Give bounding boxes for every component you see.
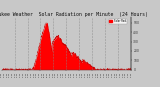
Text: 04:00: 04:00 — [23, 72, 24, 77]
Text: 13:00: 13:00 — [71, 72, 72, 77]
Text: 02:00: 02:00 — [12, 72, 13, 77]
Text: 10:30: 10:30 — [58, 72, 59, 77]
Text: 17:30: 17:30 — [96, 72, 97, 77]
Text: 14:30: 14:30 — [79, 72, 80, 77]
Text: 08:00: 08:00 — [44, 72, 45, 77]
Text: 00:30: 00:30 — [4, 72, 5, 77]
Text: 16:30: 16:30 — [90, 72, 91, 77]
Text: 15:00: 15:00 — [82, 72, 83, 77]
Text: 22:30: 22:30 — [123, 72, 124, 77]
Text: 12:30: 12:30 — [69, 72, 70, 77]
Text: 19:00: 19:00 — [104, 72, 105, 77]
Text: 06:00: 06:00 — [33, 72, 35, 77]
Text: 20:30: 20:30 — [112, 72, 113, 77]
Text: 12:00: 12:00 — [66, 72, 67, 77]
Text: 11:30: 11:30 — [63, 72, 64, 77]
Text: 10:00: 10:00 — [55, 72, 56, 77]
Text: 07:30: 07:30 — [42, 72, 43, 77]
Text: 20:00: 20:00 — [109, 72, 110, 77]
Title: Milwaukee Weather  Solar Radiation per Minute  (24 Hours): Milwaukee Weather Solar Radiation per Mi… — [0, 12, 148, 17]
Text: 18:30: 18:30 — [101, 72, 102, 77]
Text: 17:00: 17:00 — [93, 72, 94, 77]
Text: 05:30: 05:30 — [31, 72, 32, 77]
Text: 09:00: 09:00 — [50, 72, 51, 77]
Text: 01:30: 01:30 — [9, 72, 10, 77]
Text: 02:30: 02:30 — [15, 72, 16, 77]
Text: 06:30: 06:30 — [36, 72, 37, 77]
Text: 18:00: 18:00 — [98, 72, 99, 77]
Legend: Solar Rad.: Solar Rad. — [109, 19, 127, 24]
Text: 19:30: 19:30 — [106, 72, 107, 77]
Text: 15:30: 15:30 — [85, 72, 86, 77]
Text: 09:30: 09:30 — [52, 72, 53, 77]
Text: 00:00: 00:00 — [1, 72, 2, 77]
Text: 05:00: 05:00 — [28, 72, 29, 77]
Text: 23:00: 23:00 — [125, 72, 126, 77]
Text: 24:00: 24:00 — [131, 72, 132, 77]
Text: 03:00: 03:00 — [17, 72, 18, 77]
Text: 23:30: 23:30 — [128, 72, 129, 77]
Text: 07:00: 07:00 — [39, 72, 40, 77]
Text: 13:30: 13:30 — [74, 72, 75, 77]
Text: 04:30: 04:30 — [25, 72, 26, 77]
Text: 21:30: 21:30 — [117, 72, 118, 77]
Text: 22:00: 22:00 — [120, 72, 121, 77]
Text: 08:30: 08:30 — [47, 72, 48, 77]
Text: 14:00: 14:00 — [77, 72, 78, 77]
Text: 21:00: 21:00 — [115, 72, 116, 77]
Text: 01:00: 01:00 — [7, 72, 8, 77]
Text: 03:30: 03:30 — [20, 72, 21, 77]
Text: 11:00: 11:00 — [60, 72, 61, 77]
